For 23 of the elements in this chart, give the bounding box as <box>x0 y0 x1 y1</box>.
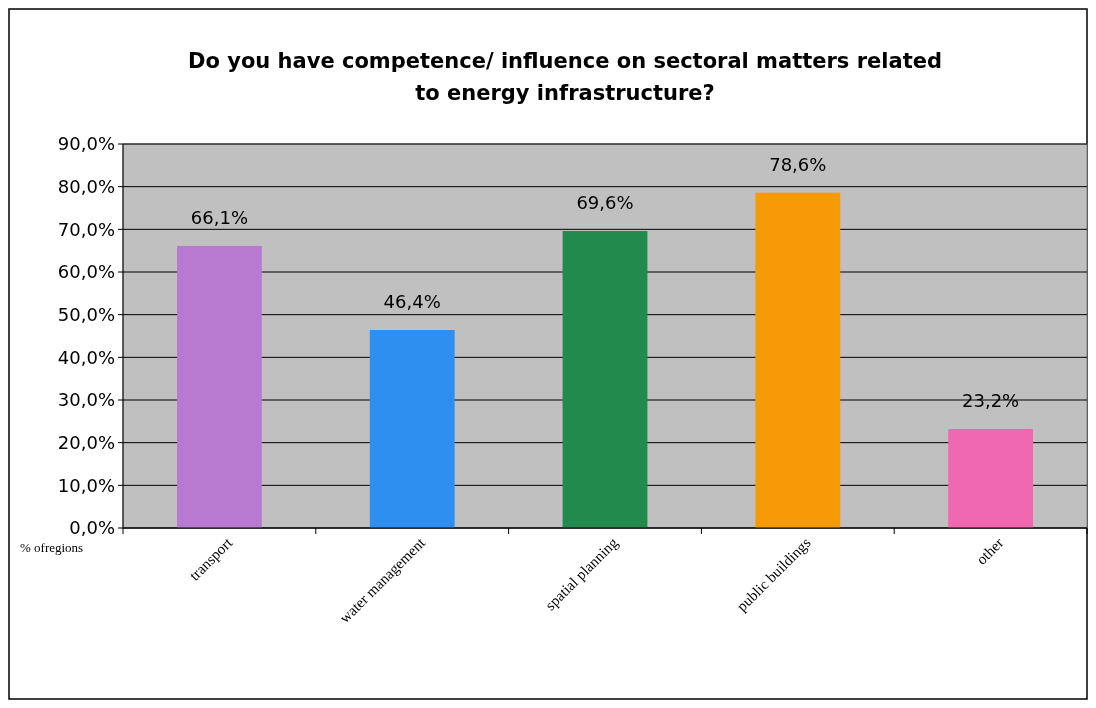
data-label: 46,4% <box>383 291 441 313</box>
data-label: 66,1% <box>190 206 248 228</box>
text: % ofregions <box>20 540 84 555</box>
x-tick-label: other <box>973 534 1007 568</box>
y-tick-label: 30,0% <box>57 389 115 411</box>
y-tick-label: 50,0% <box>57 303 115 325</box>
y-tick-label: 90,0% <box>57 133 115 155</box>
bar <box>562 231 648 528</box>
data-label: 69,6% <box>576 192 634 214</box>
y-tick-label: 80,0% <box>57 175 115 197</box>
y-tick-label: 60,0% <box>57 261 115 283</box>
y-tick-label: 20,0% <box>57 431 115 453</box>
bar <box>176 245 262 528</box>
bar <box>948 429 1034 528</box>
y-tick-label: 10,0% <box>57 474 115 496</box>
y-tick-label: 0,0% <box>69 517 115 539</box>
data-label: 23,2% <box>962 390 1020 412</box>
bar <box>755 192 841 528</box>
y-tick-label: 40,0% <box>57 346 115 368</box>
bar <box>369 330 455 528</box>
y-tick-label: 70,0% <box>57 218 115 240</box>
data-label: 78,6% <box>769 153 827 175</box>
chart-title: Do you have competence/ influence on sectoral matters related to energy infrastructure? <box>188 49 942 105</box>
